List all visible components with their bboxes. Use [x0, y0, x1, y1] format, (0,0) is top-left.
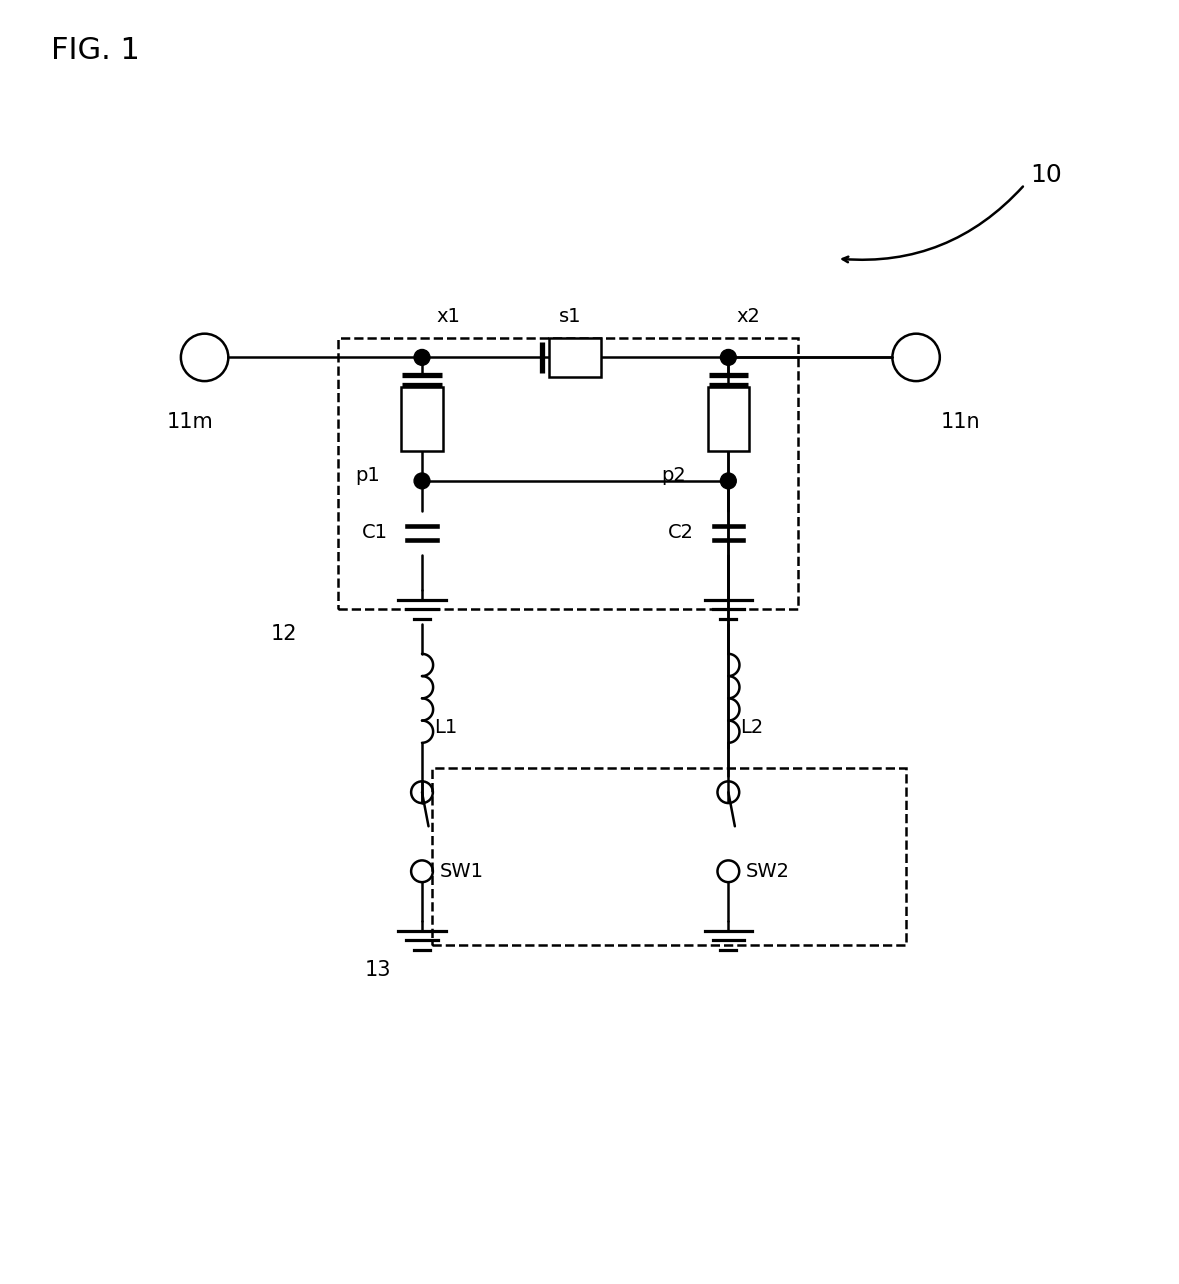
- Text: C1: C1: [362, 524, 388, 542]
- Text: 10: 10: [1029, 163, 1061, 186]
- Text: L1: L1: [434, 719, 457, 737]
- Circle shape: [720, 473, 736, 489]
- Text: 12: 12: [270, 624, 297, 645]
- Bar: [401, 386, 443, 451]
- Bar: [432, 768, 907, 945]
- Text: FIG. 1: FIG. 1: [52, 36, 140, 65]
- Circle shape: [720, 349, 736, 366]
- Circle shape: [414, 473, 430, 489]
- Text: x2: x2: [736, 307, 760, 326]
- Text: 13: 13: [364, 960, 390, 980]
- Text: L2: L2: [740, 719, 764, 737]
- Text: p1: p1: [355, 466, 380, 485]
- Text: p2: p2: [661, 466, 686, 485]
- Circle shape: [414, 349, 430, 366]
- Text: SW1: SW1: [440, 862, 483, 881]
- Text: SW2: SW2: [746, 862, 790, 881]
- Bar: [549, 338, 601, 377]
- Bar: [707, 386, 749, 451]
- Text: 11m: 11m: [166, 412, 213, 431]
- Text: C2: C2: [668, 524, 694, 542]
- Bar: [338, 338, 797, 610]
- Text: 11n: 11n: [941, 412, 981, 431]
- Text: s1: s1: [559, 307, 581, 326]
- Text: x1: x1: [437, 307, 461, 326]
